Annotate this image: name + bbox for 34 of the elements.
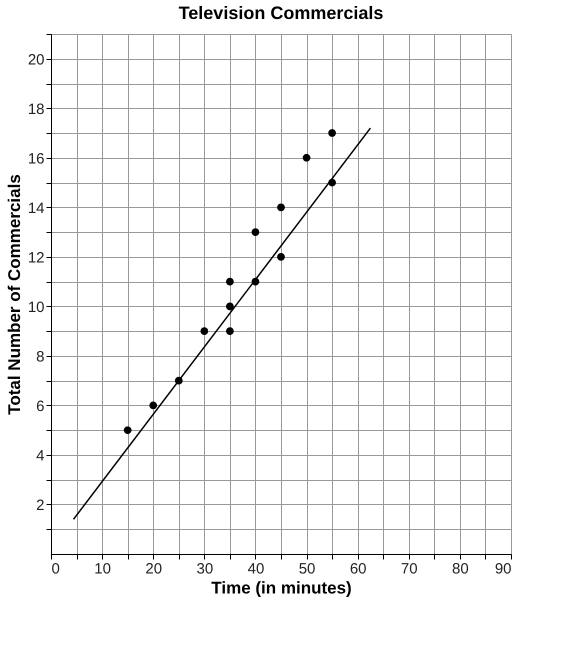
point	[149, 402, 158, 410]
point	[302, 154, 310, 162]
x-tick-label: 80	[452, 560, 469, 578]
x-tick-label: 40	[248, 560, 264, 578]
x-tick-label: 30	[196, 560, 214, 578]
y-tick-label: 6	[36, 398, 44, 415]
y-axis-title: Total Number of Commercials	[4, 174, 24, 415]
x-tick-label: 10	[94, 560, 111, 578]
x-tick-label: 20	[145, 560, 162, 578]
x-tick-label: 60	[350, 560, 367, 578]
y-tick-label: 2	[36, 496, 44, 514]
y-tick-label: 18	[28, 100, 44, 118]
x-tick-label: 70	[400, 560, 418, 578]
y-tick-label: 10	[28, 298, 44, 316]
point	[252, 228, 260, 236]
y-tick-label: 14	[28, 200, 44, 217]
point	[200, 327, 208, 336]
y-tick-label: 12	[28, 249, 44, 266]
point	[277, 203, 285, 212]
point	[226, 302, 234, 310]
point	[124, 426, 132, 434]
y-tick-label: 8	[36, 348, 44, 366]
point	[277, 252, 285, 261]
y-tick-label: 4	[36, 447, 44, 464]
point	[226, 278, 234, 286]
y-tick-label: 20	[28, 51, 44, 68]
x-tick-label: 50	[298, 560, 316, 578]
y-tick-label: 16	[28, 150, 44, 168]
chart-title: Television Commercials	[178, 3, 384, 23]
point	[226, 327, 234, 336]
x-tick-label: 90	[494, 560, 512, 578]
x-axis-title: Time (in minutes)	[211, 578, 352, 598]
x-tick-label: 0	[52, 560, 60, 578]
point	[328, 129, 336, 137]
